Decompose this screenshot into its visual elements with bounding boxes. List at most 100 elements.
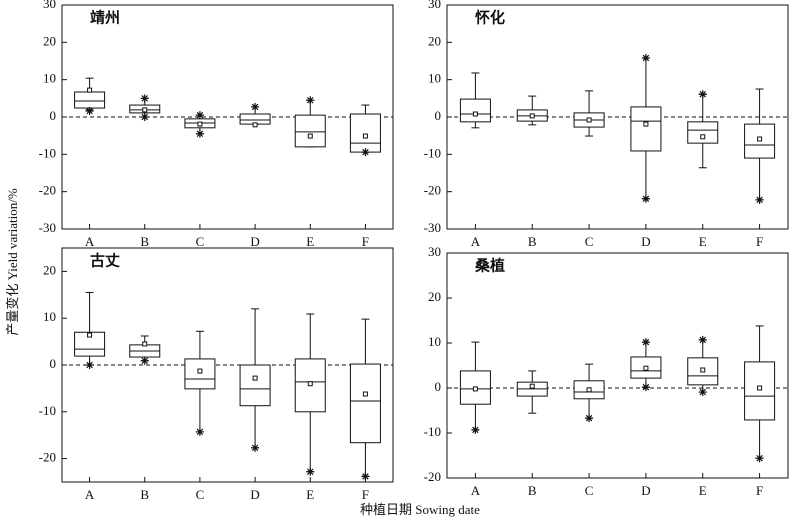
extreme-marker (361, 148, 370, 157)
y-tick-label: 10 (428, 71, 441, 86)
mean (757, 136, 763, 142)
extreme-marker (641, 338, 650, 347)
x-tick-label: F (362, 234, 369, 249)
box (744, 361, 776, 421)
panel-title: 靖州 (90, 8, 120, 26)
extreme-marker (195, 129, 204, 138)
x-tick-label: F (362, 487, 369, 502)
x-tick-label: D (250, 487, 259, 502)
mean (197, 368, 203, 374)
y-axis-label: 产量变化 Yield variation/% (5, 188, 20, 335)
y-tick-label: -10 (424, 145, 441, 160)
y-tick-label: 0 (435, 379, 442, 394)
mean (252, 122, 258, 128)
x-tick-label: B (140, 234, 149, 249)
extreme-marker (755, 195, 764, 204)
box (349, 113, 381, 153)
x-tick-label: F (756, 234, 763, 249)
y-tick-label: 0 (50, 108, 57, 123)
y-tick-label: -10 (39, 403, 56, 418)
x-tick-label: C (196, 234, 205, 249)
extreme-marker (698, 388, 707, 397)
extreme-marker (698, 335, 707, 344)
mean (529, 113, 535, 119)
y-tick-label: 10 (428, 334, 441, 349)
extreme-marker (641, 383, 650, 392)
extreme-marker (755, 454, 764, 463)
mean (700, 134, 706, 140)
y-tick-label: -20 (39, 183, 56, 198)
x-tick-label: B (140, 487, 149, 502)
y-tick-label: 0 (50, 356, 57, 371)
extreme-marker (306, 467, 315, 476)
x-tick-label: E (699, 234, 707, 249)
mean (142, 341, 148, 347)
x-tick-label: A (471, 483, 481, 498)
y-tick-label: 10 (43, 309, 56, 324)
x-tick-label: C (585, 234, 594, 249)
y-tick-label: 20 (43, 262, 56, 277)
extreme-marker (85, 361, 94, 369)
x-tick-label: A (85, 234, 95, 249)
y-tick-label: 30 (428, 244, 441, 259)
mean (307, 133, 313, 139)
extreme-marker (361, 472, 370, 481)
x-tick-label: B (528, 483, 537, 498)
mean (362, 133, 368, 139)
x-tick-label: D (641, 234, 650, 249)
plot-frame (446, 252, 789, 479)
box (349, 363, 381, 444)
mean (87, 87, 93, 93)
mean (643, 365, 649, 371)
x-tick-label: A (85, 487, 95, 502)
x-tick-label: D (250, 234, 259, 249)
y-tick-label: 20 (428, 33, 441, 48)
extreme-marker (471, 425, 480, 434)
mean (472, 386, 478, 392)
mean (472, 111, 478, 117)
extreme-marker (698, 90, 707, 99)
extreme-marker (251, 102, 260, 111)
x-tick-label: E (306, 234, 314, 249)
mean (142, 107, 148, 113)
panel-title: 怀化 (475, 8, 505, 26)
x-tick-label: C (196, 487, 205, 502)
extreme-marker (195, 111, 204, 120)
mean (757, 385, 763, 391)
y-tick-label: -30 (39, 220, 56, 235)
extreme-marker (140, 94, 149, 103)
mean (362, 391, 368, 397)
extreme-marker (306, 96, 315, 105)
extreme-marker (641, 54, 650, 63)
panel-title: 古丈 (90, 251, 120, 269)
mean (586, 387, 592, 393)
y-tick-label: 0 (435, 108, 442, 123)
x-tick-label: F (756, 483, 763, 498)
y-tick-label: 20 (428, 289, 441, 304)
box (74, 91, 106, 109)
extreme-marker (85, 107, 94, 116)
y-tick-label: -20 (424, 469, 441, 484)
y-tick-label: -20 (39, 450, 56, 465)
box (459, 98, 491, 123)
panel-title: 桑植 (475, 256, 505, 274)
x-tick-label: E (699, 483, 707, 498)
box (239, 364, 271, 407)
y-tick-label: -10 (39, 145, 56, 160)
extreme-marker (641, 194, 650, 203)
y-tick-label: 10 (43, 71, 56, 86)
x-tick-label: A (471, 234, 481, 249)
mean (87, 332, 93, 338)
mean (700, 367, 706, 373)
extreme-marker (195, 427, 204, 436)
x-axis-label: 种植日期 Sowing date (360, 502, 480, 517)
box (74, 331, 106, 357)
mean (643, 121, 649, 127)
x-tick-label: D (641, 483, 650, 498)
box (630, 106, 662, 152)
y-tick-label: -10 (424, 424, 441, 439)
mean (252, 375, 258, 381)
x-tick-label: C (585, 483, 594, 498)
y-tick-label: 30 (428, 0, 441, 11)
y-tick-label: 20 (43, 33, 56, 48)
